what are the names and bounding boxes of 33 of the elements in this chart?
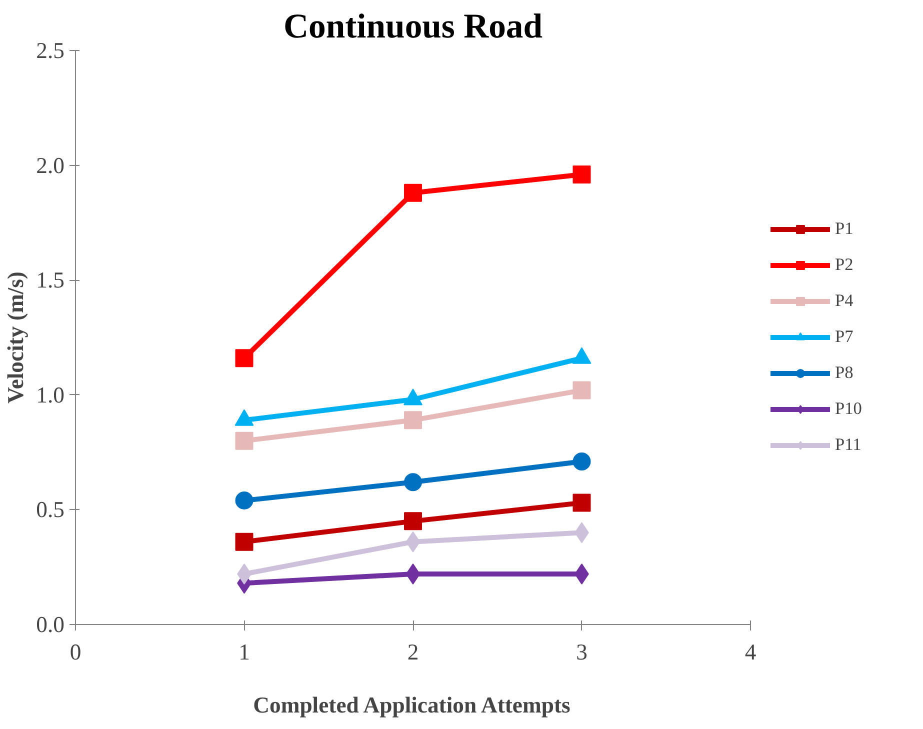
x-tick-label: 3 bbox=[576, 640, 588, 664]
point bbox=[404, 512, 422, 530]
legend-label: P2 bbox=[835, 255, 854, 275]
point bbox=[572, 381, 591, 400]
legend-label: P8 bbox=[835, 363, 854, 383]
point bbox=[235, 532, 254, 551]
y-tick-label: 0.0 bbox=[36, 612, 65, 637]
legend-label: P1 bbox=[835, 219, 854, 239]
x-tick-label: 0 bbox=[70, 640, 82, 664]
point bbox=[572, 494, 591, 512]
legend-label: P4 bbox=[835, 291, 854, 311]
point bbox=[404, 184, 422, 202]
point bbox=[404, 473, 422, 492]
point bbox=[572, 165, 591, 184]
x-tick-label: 4 bbox=[744, 640, 756, 664]
y-tick-label: 2.5 bbox=[36, 38, 65, 63]
legend-label: P11 bbox=[835, 435, 862, 455]
x-tick-label: 2 bbox=[407, 640, 419, 664]
point bbox=[235, 349, 254, 368]
y-tick-label: 2.0 bbox=[36, 152, 65, 178]
legend-label: P7 bbox=[835, 327, 854, 347]
y-tick-label: 1.5 bbox=[36, 268, 65, 293]
point bbox=[235, 492, 254, 510]
chart-title: Continuous Road bbox=[283, 8, 543, 46]
x-axis-title: Completed Application Attempts bbox=[253, 692, 571, 718]
x-tick-label: 1 bbox=[238, 640, 250, 664]
y-tick-label: 1.0 bbox=[36, 382, 65, 408]
point bbox=[572, 452, 591, 470]
y-axis-title: Velocity (m/s) bbox=[3, 272, 28, 404]
point bbox=[235, 432, 254, 450]
y-tick-label: 0.5 bbox=[36, 497, 65, 522]
point bbox=[404, 411, 422, 430]
legend-label: P10 bbox=[835, 399, 862, 419]
